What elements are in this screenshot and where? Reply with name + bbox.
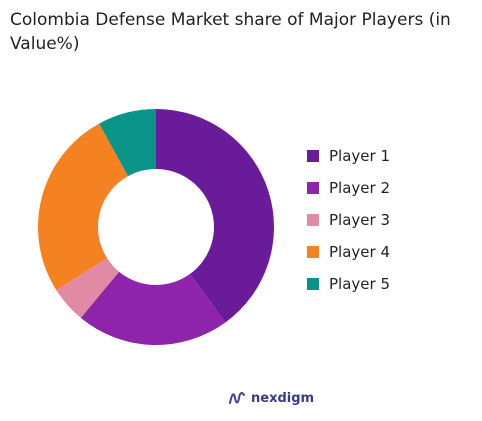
legend-swatch [307,246,319,258]
legend-label: Player 3 [329,211,390,229]
legend-label: Player 4 [329,243,390,261]
legend-item-player-1: Player 1 [307,140,390,172]
chart-title: Colombia Defense Market share of Major P… [10,10,451,54]
legend-item-player-2: Player 2 [307,172,390,204]
legend-item-player-4: Player 4 [307,236,390,268]
legend-swatch [307,182,319,194]
brand-name: nexdigm [251,390,315,406]
donut-slice-player-3 [56,258,120,318]
brand-logo: nexdigm [228,389,314,407]
legend-label: Player 2 [329,179,390,197]
donut-slice-player-2 [80,271,226,345]
legend-label: Player 5 [329,275,390,293]
legend-label: Player 1 [329,147,390,165]
nexdigm-logo-icon [229,392,245,404]
legend-swatch [307,150,319,162]
legend-swatch [307,214,319,226]
legend-swatch [307,278,319,290]
donut-slice-player-4 [37,123,129,291]
donut-slice-player-5 [99,109,156,177]
legend-item-player-5: Player 5 [307,268,390,300]
legend-item-player-3: Player 3 [307,204,390,236]
chart-legend: Player 1 Player 2 Player 3 Player 4 Player 5 [307,140,390,300]
donut-slice-player-1 [156,109,274,323]
